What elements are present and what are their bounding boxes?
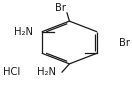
Text: Br: Br — [55, 3, 66, 13]
Text: HCl: HCl — [3, 67, 20, 77]
Text: H₂N: H₂N — [14, 27, 33, 37]
Text: H₂N: H₂N — [37, 67, 56, 77]
Text: Br: Br — [119, 37, 130, 48]
